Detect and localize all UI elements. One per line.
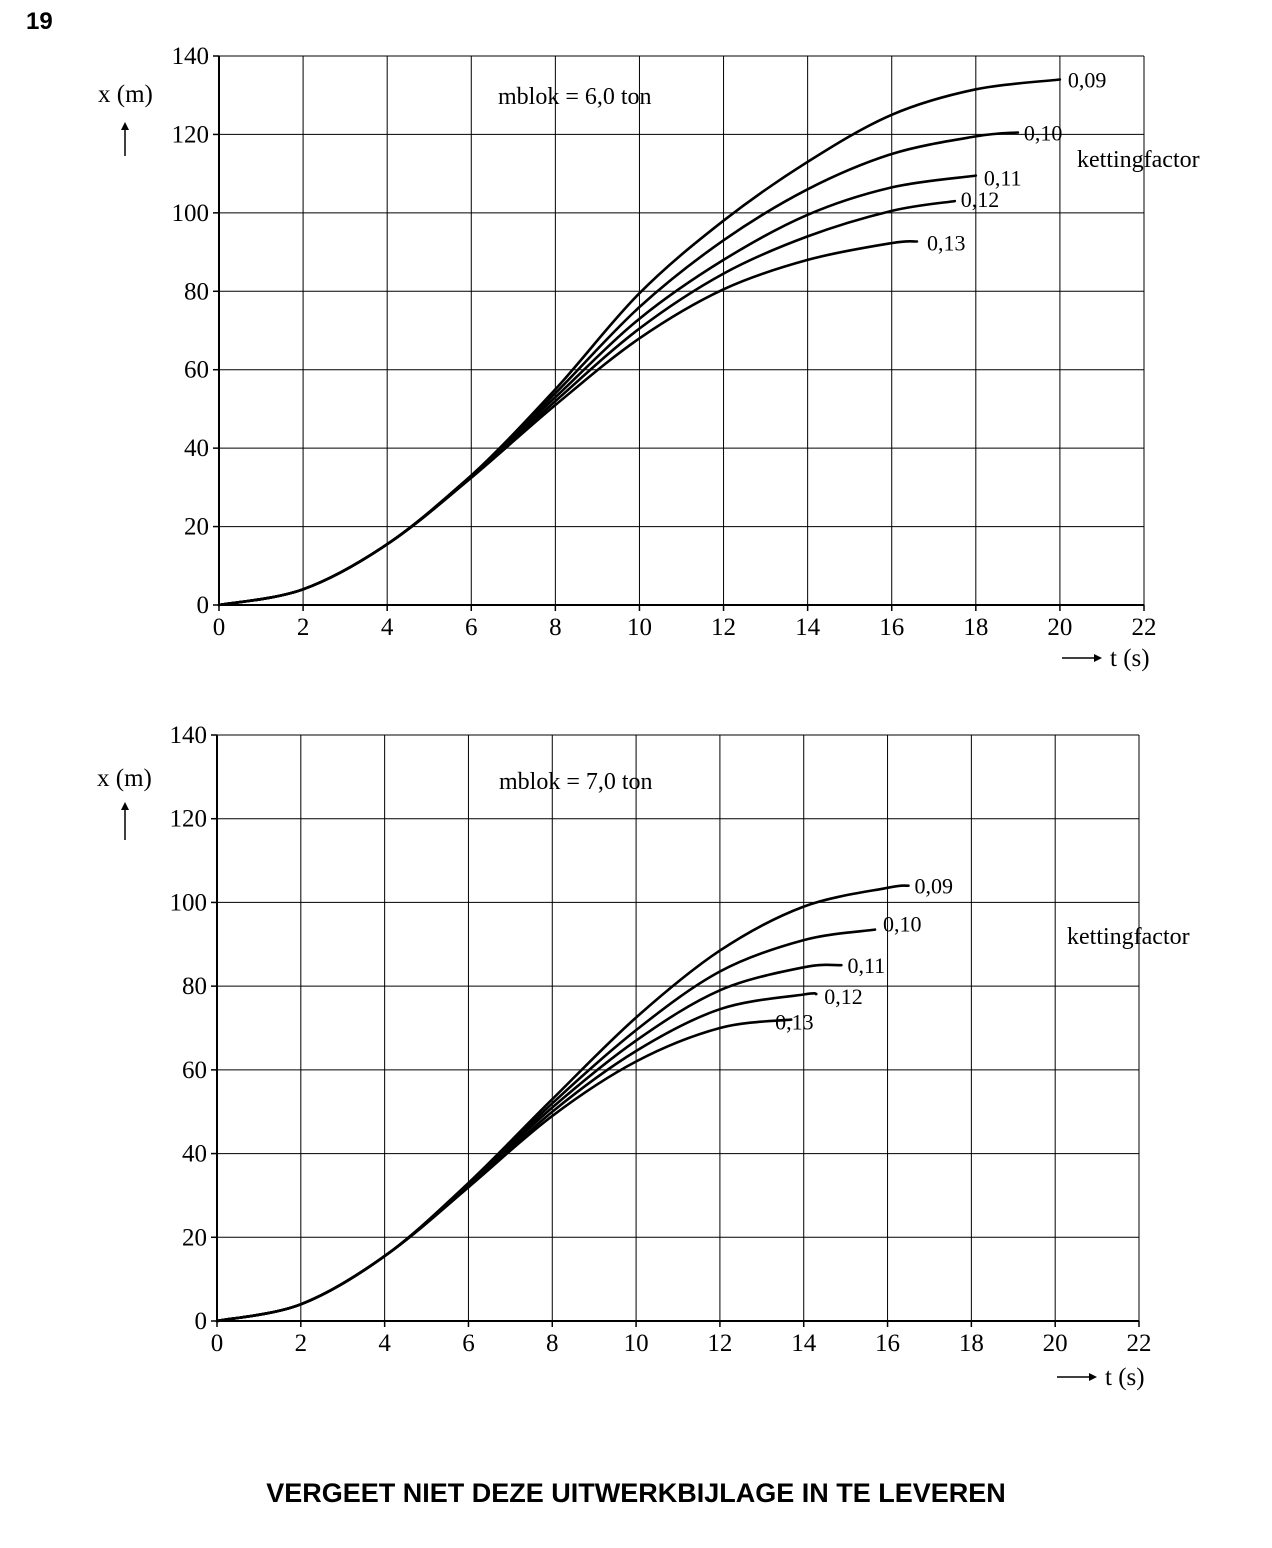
distance-time-chart-7-ton: 0 2 4 6 8 10 12 14 16 18 20 22 0 20 40 60 80 100 120 140 x (… bbox=[97, 722, 1190, 1391]
x-tick-label: 14 bbox=[795, 614, 821, 641]
series-label: 0,12 bbox=[961, 187, 1000, 212]
x-tick-label: 16 bbox=[879, 614, 904, 641]
y-arrow-head bbox=[121, 802, 129, 810]
y-tick-label: 120 bbox=[170, 806, 208, 833]
x-tick-label: 12 bbox=[707, 1330, 732, 1357]
x-axis-label: t (s) bbox=[1105, 1364, 1145, 1391]
y-arrow-head bbox=[121, 122, 129, 130]
series-line-0-13 bbox=[215, 1018, 793, 1323]
x-axis-label: t (s) bbox=[1110, 645, 1150, 672]
y-tick-label: 0 bbox=[197, 592, 210, 619]
x-tick-label: 16 bbox=[875, 1330, 900, 1357]
y-tick-label: 100 bbox=[172, 200, 210, 227]
x-tick-label: 10 bbox=[627, 614, 652, 641]
series-label: 0,09 bbox=[1068, 68, 1107, 93]
x-tick-label: 8 bbox=[549, 614, 562, 641]
series-line-0-10 bbox=[215, 928, 877, 1323]
y-tick-label: 120 bbox=[172, 121, 210, 148]
x-tick-label: 6 bbox=[465, 614, 478, 641]
x-tick-label: 2 bbox=[295, 1330, 308, 1357]
series-label: 0,12 bbox=[824, 984, 863, 1009]
series-label: 0,13 bbox=[775, 1010, 814, 1035]
y-axis-label: x (m) bbox=[97, 765, 152, 792]
x-tick-label: 4 bbox=[381, 614, 394, 641]
x-tick-label: 18 bbox=[959, 1330, 984, 1357]
mass-annotation: mblok = 6,0 ton bbox=[498, 84, 652, 110]
footer-reminder: VERGEET NIET DEZE UITWERKBIJLAGE IN TE L… bbox=[266, 1478, 1006, 1508]
x-arrow-head bbox=[1094, 654, 1102, 662]
x-tick-label: 20 bbox=[1043, 1330, 1068, 1357]
series-line-0-13 bbox=[217, 239, 919, 607]
x-tick-label: 6 bbox=[462, 1330, 475, 1357]
series-label: 0,09 bbox=[915, 874, 954, 899]
x-tick-label: 22 bbox=[1127, 1330, 1152, 1357]
x-tick-label: 10 bbox=[624, 1330, 649, 1357]
series-line-0-12 bbox=[215, 992, 818, 1323]
y-tick-label: 60 bbox=[182, 1057, 207, 1084]
series-line-0-11 bbox=[215, 963, 843, 1323]
y-tick-label: 140 bbox=[170, 722, 208, 749]
legend-title: kettingfactor bbox=[1077, 147, 1200, 173]
x-tick-label: 20 bbox=[1047, 614, 1072, 641]
x-tick-label: 8 bbox=[546, 1330, 559, 1357]
y-tick-label: 140 bbox=[172, 43, 210, 70]
mass-annotation: mblok = 7,0 ton bbox=[499, 769, 653, 795]
series-label: 0,10 bbox=[883, 912, 922, 937]
series-label: 0,13 bbox=[927, 230, 966, 255]
x-tick-label: 14 bbox=[791, 1330, 817, 1357]
x-tick-label: 0 bbox=[213, 614, 226, 641]
y-tick-label: 100 bbox=[170, 889, 208, 916]
y-tick-label: 0 bbox=[195, 1308, 208, 1335]
y-tick-label: 40 bbox=[184, 435, 209, 462]
x-tick-label: 18 bbox=[963, 614, 988, 641]
y-tick-label: 80 bbox=[182, 973, 207, 1000]
series-label: 0,11 bbox=[984, 166, 1022, 191]
grid bbox=[216, 734, 1140, 1322]
y-tick-label: 40 bbox=[182, 1141, 207, 1168]
y-tick-label: 20 bbox=[184, 514, 209, 541]
page-number: 19 bbox=[26, 8, 53, 35]
y-tick-label: 60 bbox=[184, 357, 209, 384]
x-arrow-head bbox=[1089, 1373, 1097, 1381]
y-tick-label: 80 bbox=[184, 278, 209, 305]
series-label: 0,10 bbox=[1024, 120, 1063, 145]
legend-title: kettingfactor bbox=[1067, 924, 1190, 950]
x-tick-label: 12 bbox=[711, 614, 736, 641]
y-axis-label: x (m) bbox=[98, 81, 153, 108]
x-tick-label: 0 bbox=[211, 1330, 224, 1357]
series-label: 0,11 bbox=[847, 953, 885, 978]
x-tick-label: 22 bbox=[1132, 614, 1157, 641]
x-tick-label: 2 bbox=[297, 614, 310, 641]
x-tick-label: 4 bbox=[378, 1330, 391, 1357]
y-tick-label: 20 bbox=[182, 1224, 207, 1251]
distance-time-chart-6-ton: 0 2 4 6 8 10 12 14 16 18 20 22 0 20 40 60 80 100 120 140 x (… bbox=[98, 43, 1200, 672]
